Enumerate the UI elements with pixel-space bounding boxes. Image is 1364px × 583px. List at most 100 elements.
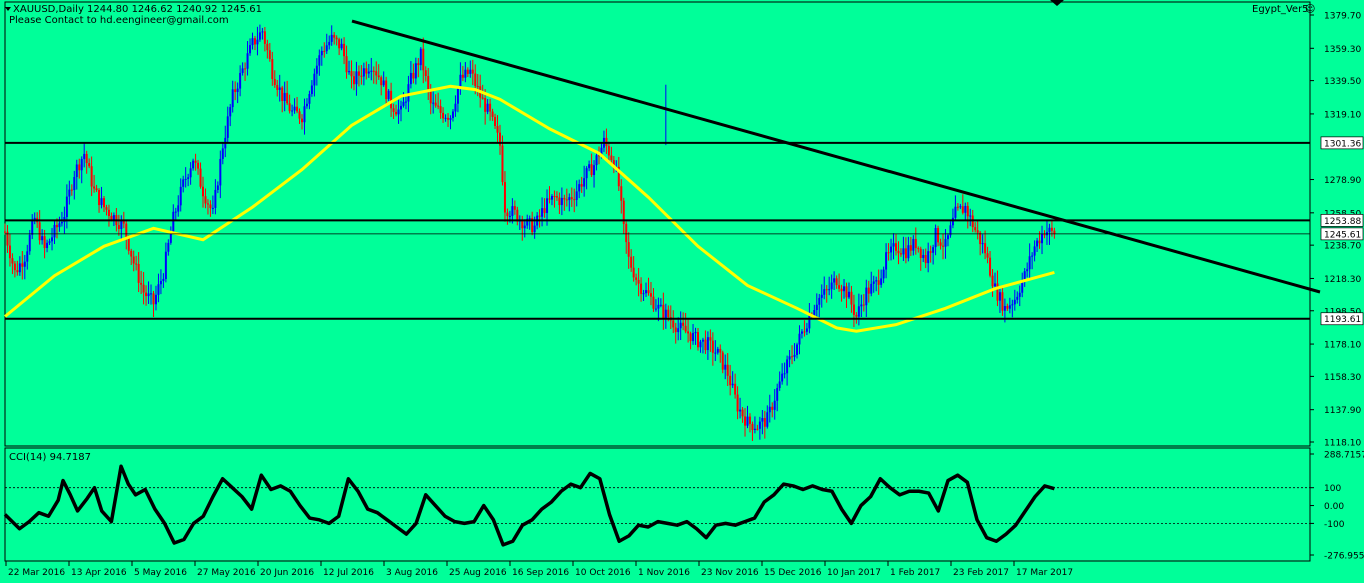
candle-body xyxy=(632,267,635,278)
candle-body xyxy=(476,86,479,88)
candle-body xyxy=(95,188,98,191)
candle-body xyxy=(1043,233,1046,236)
candle-body xyxy=(924,255,927,264)
cci-pane[interactable]: 288.7157 100 0.00 -100 -276.9556 CCI(14) 94.… xyxy=(3,447,1364,562)
time-tick-label: 27 May 2016 xyxy=(197,568,256,578)
cci-tick-label: 100 xyxy=(1324,484,1341,494)
dropdown-triangle-icon[interactable] xyxy=(5,7,11,11)
candle-body xyxy=(1048,227,1051,233)
candle-body xyxy=(159,280,162,285)
candle-body xyxy=(711,340,714,353)
time-tick-label: 23 Feb 2017 xyxy=(953,568,1009,578)
candle-body xyxy=(513,206,516,210)
candle-body xyxy=(635,277,638,280)
candle-body xyxy=(699,341,702,348)
candle-body xyxy=(338,39,341,49)
candle-body xyxy=(88,163,91,167)
candle-body xyxy=(731,383,734,386)
candle-body xyxy=(598,155,600,157)
time-tick-label: 16 Sep 2016 xyxy=(512,568,569,578)
trendline[interactable] xyxy=(351,19,1321,294)
candle-body xyxy=(645,290,648,294)
candle-body xyxy=(927,251,930,264)
candle-body xyxy=(662,304,665,319)
candle-body xyxy=(110,215,113,220)
symbol-info: XAUUSD,Daily 1244.80 1246.62 1240.92 124… xyxy=(13,4,262,15)
candle-body xyxy=(320,50,323,56)
candle-body xyxy=(1023,271,1026,282)
candle-body xyxy=(872,281,875,284)
candle-body xyxy=(706,337,709,351)
price-tick-label: 1198.50 xyxy=(1324,307,1361,317)
candle-body xyxy=(897,250,900,254)
candle-body xyxy=(674,327,677,333)
candle-body xyxy=(1031,255,1034,257)
cci-pane-frame xyxy=(4,447,1311,562)
candle-body xyxy=(860,304,863,307)
cci-line xyxy=(3,464,1055,547)
shift-marker-icon[interactable] xyxy=(1050,0,1064,6)
candle-body xyxy=(78,164,81,171)
time-tick-label: 1 Feb 2017 xyxy=(890,568,940,578)
candle-body xyxy=(756,428,759,430)
candle-body xyxy=(140,282,143,285)
candle-body xyxy=(828,289,831,291)
candle-body xyxy=(835,278,838,286)
candle-body xyxy=(753,428,756,431)
candle-body xyxy=(969,215,972,217)
candle-body xyxy=(437,105,440,107)
smiley-icon: ☺ xyxy=(1305,4,1315,15)
candle-body xyxy=(704,339,707,351)
candle-body xyxy=(845,286,848,298)
candle-body xyxy=(261,31,264,33)
candle-body xyxy=(830,282,833,290)
candle-body xyxy=(375,71,378,76)
time-tick-label: 10 Oct 2016 xyxy=(575,568,631,578)
candle-body xyxy=(959,206,962,208)
candle-body xyxy=(610,155,613,161)
candle-body xyxy=(862,304,865,306)
candle-body xyxy=(28,234,31,252)
candle-body xyxy=(850,291,853,305)
candle-body xyxy=(575,191,578,200)
candle-body xyxy=(786,359,789,374)
price-pane[interactable]: 1379.701359.301339.501319.101278.901258.… xyxy=(4,0,1364,449)
candle-body xyxy=(766,412,769,427)
candle-body xyxy=(1003,306,1006,311)
candle-body xyxy=(357,71,360,76)
candle-body xyxy=(241,68,244,73)
candle-body xyxy=(187,177,190,179)
cci-tick-label: -276.9556 xyxy=(1324,552,1364,562)
candle-body xyxy=(687,331,690,334)
candle-body xyxy=(33,217,36,221)
candle-body xyxy=(258,32,261,40)
candle-body xyxy=(533,225,536,233)
candle-body xyxy=(503,182,506,213)
candle-body xyxy=(202,186,204,197)
candle-body xyxy=(382,80,385,86)
candle-body xyxy=(335,37,338,40)
candle-body xyxy=(444,117,447,119)
candle-body xyxy=(964,205,967,213)
candle-body xyxy=(721,352,724,370)
candle-body xyxy=(620,186,623,201)
candle-body xyxy=(31,220,34,235)
candle-body xyxy=(293,106,296,111)
candle-body xyxy=(570,197,573,200)
time-tick-label: 17 Mar 2017 xyxy=(1016,568,1073,578)
candle-body xyxy=(461,74,464,78)
candle-body xyxy=(464,69,467,78)
candle-body xyxy=(659,304,662,306)
price-level-box xyxy=(1320,312,1364,326)
price-tick-label: 1137.90 xyxy=(1324,406,1361,416)
candle-body xyxy=(93,186,96,189)
candle-body xyxy=(677,328,680,333)
candle-body xyxy=(273,78,276,86)
candle-body xyxy=(734,383,737,395)
candle-body xyxy=(847,291,850,298)
candle-body xyxy=(954,206,957,218)
candle-body xyxy=(16,270,19,273)
candle-body xyxy=(226,116,229,138)
candle-body xyxy=(654,308,657,310)
